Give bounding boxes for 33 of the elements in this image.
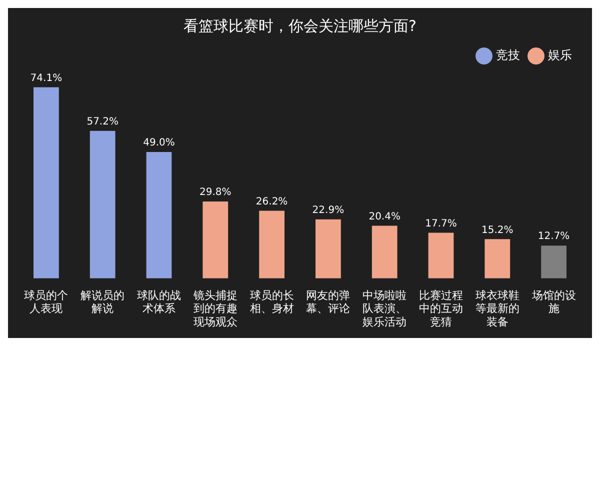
data-label: 49.0% <box>143 138 175 149</box>
legend-label: 竞技 <box>496 48 520 62</box>
bar <box>202 202 228 278</box>
bar <box>484 239 510 278</box>
x-tick-label: 球员的个人表现 <box>24 288 68 316</box>
data-label: 17.7% <box>425 218 457 230</box>
bar <box>90 130 116 278</box>
bar <box>34 87 59 278</box>
data-label: 12.7% <box>538 231 570 242</box>
bar <box>316 219 341 278</box>
bar <box>372 226 398 278</box>
x-tick-label: 镜头捕捉到的有趣现场观众 <box>192 288 238 328</box>
bar <box>428 232 454 278</box>
bar <box>259 210 284 278</box>
x-tick-label: 球队的战术体系 <box>137 288 181 316</box>
x-tick-label: 场馆的设施 <box>530 288 576 316</box>
bar <box>146 152 172 278</box>
x-tick-label: 解说员的解说 <box>80 288 125 316</box>
data-label: 29.8% <box>200 187 232 198</box>
x-tick-label: 球衣球鞋等最新的装备 <box>475 288 520 328</box>
x-tick-label: 比赛过程中的互动竞猜 <box>419 288 463 328</box>
x-tick-label: 中场啦啦队表演、娱乐活动 <box>362 288 407 328</box>
bar <box>541 246 566 278</box>
data-label: 57.2% <box>86 116 118 128</box>
data-label: 26.2% <box>256 196 288 208</box>
x-tick-label: 网友的弹幕、评论 <box>306 288 350 316</box>
data-label: 74.1% <box>30 72 62 84</box>
legend-label: 娱乐 <box>548 48 572 62</box>
data-label: 20.4% <box>368 211 400 222</box>
data-label: 22.9% <box>312 204 344 216</box>
data-label: 15.2% <box>482 224 514 236</box>
x-tick-label: 球员的长相、身材 <box>250 288 294 316</box>
chart-title: 看篮球比赛时，你会关注哪些方面? <box>184 16 416 35</box>
